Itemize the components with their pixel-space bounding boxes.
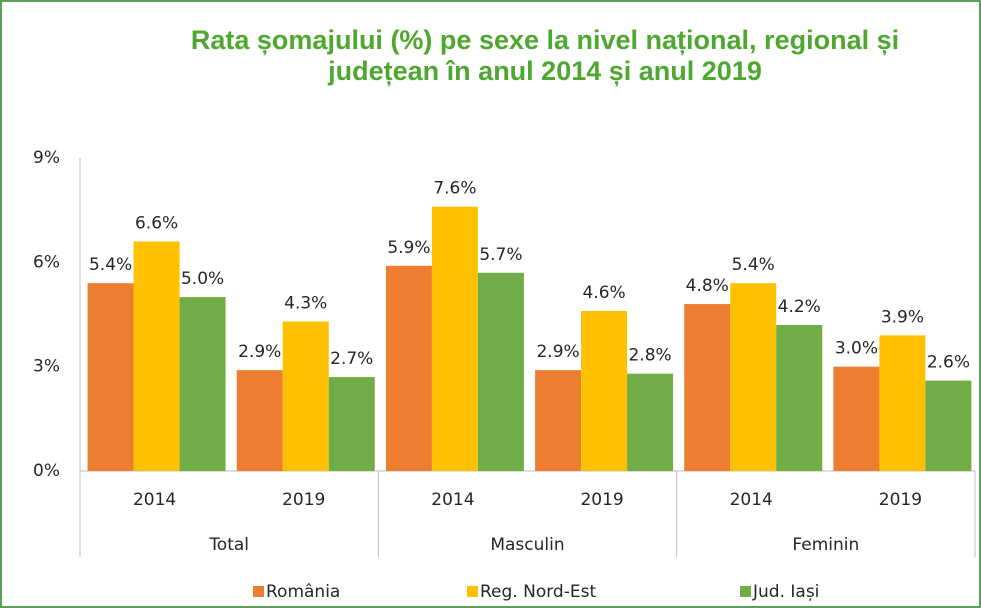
bar [925,380,972,471]
value-label: 4.3% [284,293,327,313]
x-tick-label: 2014 [431,490,474,510]
legend-label: România [266,582,340,602]
bar [833,366,880,471]
value-label: 4.6% [582,283,625,303]
legend-swatch [740,586,751,597]
bar [581,311,628,471]
value-label: 4.8% [686,276,729,296]
y-tick-label: 9% [33,148,60,168]
x-tick-label: 2019 [580,490,623,510]
legend-label: Reg. Nord-Est [480,582,596,602]
value-label: 2.6% [927,353,970,373]
bar [282,321,329,471]
x-tick-label: 2014 [730,490,773,510]
bar [87,283,134,471]
y-tick-label: 6% [33,252,60,272]
bar [179,297,226,471]
bar [385,265,432,471]
chart-title: județean în anul 2014 și anul 2019 [327,56,762,86]
bar [236,370,283,471]
value-label: 5.4% [89,255,132,275]
value-label: 5.9% [387,238,430,258]
bar [684,304,731,471]
value-label: 2.8% [628,346,671,366]
legend-label: Jud. Iași [752,582,819,602]
x-tick-label: 2019 [879,490,922,510]
bar [879,335,926,471]
bar [627,373,674,471]
bar [477,272,524,471]
value-label: 5.4% [732,255,775,275]
y-tick-label: 0% [33,461,60,481]
value-label: 4.2% [778,297,821,317]
value-label: 5.0% [181,269,224,289]
group-label: Feminin [792,535,859,555]
legend-swatch [467,586,478,597]
chart-title: Rata șomajului (%) pe sexe la nivel nați… [191,25,899,55]
bar [328,377,375,471]
value-label: 2.9% [536,342,579,362]
value-label: 7.6% [433,179,476,199]
legend-swatch [253,586,264,597]
value-label: 6.6% [135,213,178,233]
y-tick-label: 3% [33,357,60,377]
x-tick-label: 2014 [133,490,176,510]
bar [431,206,478,471]
x-tick-label: 2019 [282,490,325,510]
bar [730,283,777,471]
bar [133,241,180,471]
value-label: 3.0% [835,339,878,359]
bar [535,370,582,471]
value-label: 2.9% [238,342,281,362]
value-label: 5.7% [479,245,522,265]
group-label: Total [208,535,249,555]
bar [776,324,823,471]
group-label: Masculin [490,535,564,555]
value-label: 3.9% [881,307,924,327]
value-label: 2.7% [330,349,373,369]
